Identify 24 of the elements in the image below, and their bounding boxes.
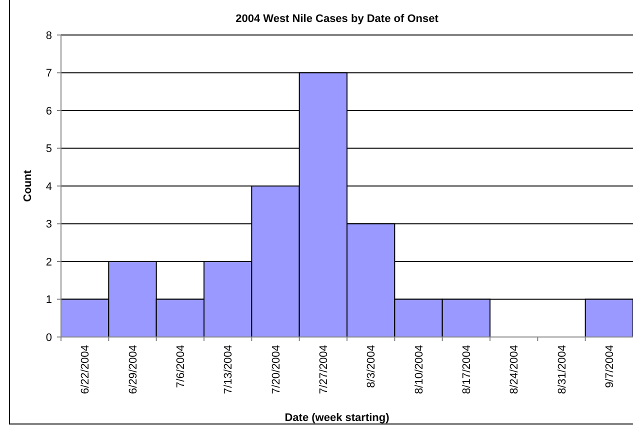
y-tick-label: 4 — [46, 180, 52, 193]
y-tick-label: 3 — [46, 218, 52, 231]
x-tick-label: 8/24/2004 — [508, 345, 521, 394]
y-tick-label: 1 — [46, 294, 52, 306]
y-tick-label: 0 — [46, 332, 52, 344]
x-tick-label: 8/10/2004 — [413, 345, 426, 394]
x-tick-label: 7/13/2004 — [222, 345, 235, 394]
y-tick-label: 5 — [46, 143, 52, 156]
y-tick-label: 6 — [46, 105, 52, 118]
x-tick-label: 9/7/2004 — [604, 345, 616, 388]
y-axis-title: Count — [22, 170, 34, 202]
x-tick-label: 6/29/2004 — [127, 345, 140, 394]
y-tick-label: 7 — [46, 68, 52, 80]
x-tick-label: 7/27/2004 — [318, 345, 330, 394]
y-tick-label: 2 — [46, 256, 52, 268]
x-tick-label: 7/20/2004 — [270, 345, 282, 394]
x-tick-label: 6/22/2004 — [80, 345, 92, 394]
y-tick-label: 8 — [46, 30, 52, 42]
chart-title: 2004 West Nile Cases by Date of Onset — [236, 13, 439, 25]
x-axis-title: Date (week starting) — [284, 412, 390, 424]
x-tick-label: 7/6/2004 — [175, 345, 188, 388]
x-tick-label: 8/3/2004 — [366, 345, 378, 388]
x-tick-label: 8/31/2004 — [556, 345, 568, 394]
x-tick-label: 8/17/2004 — [461, 345, 474, 394]
